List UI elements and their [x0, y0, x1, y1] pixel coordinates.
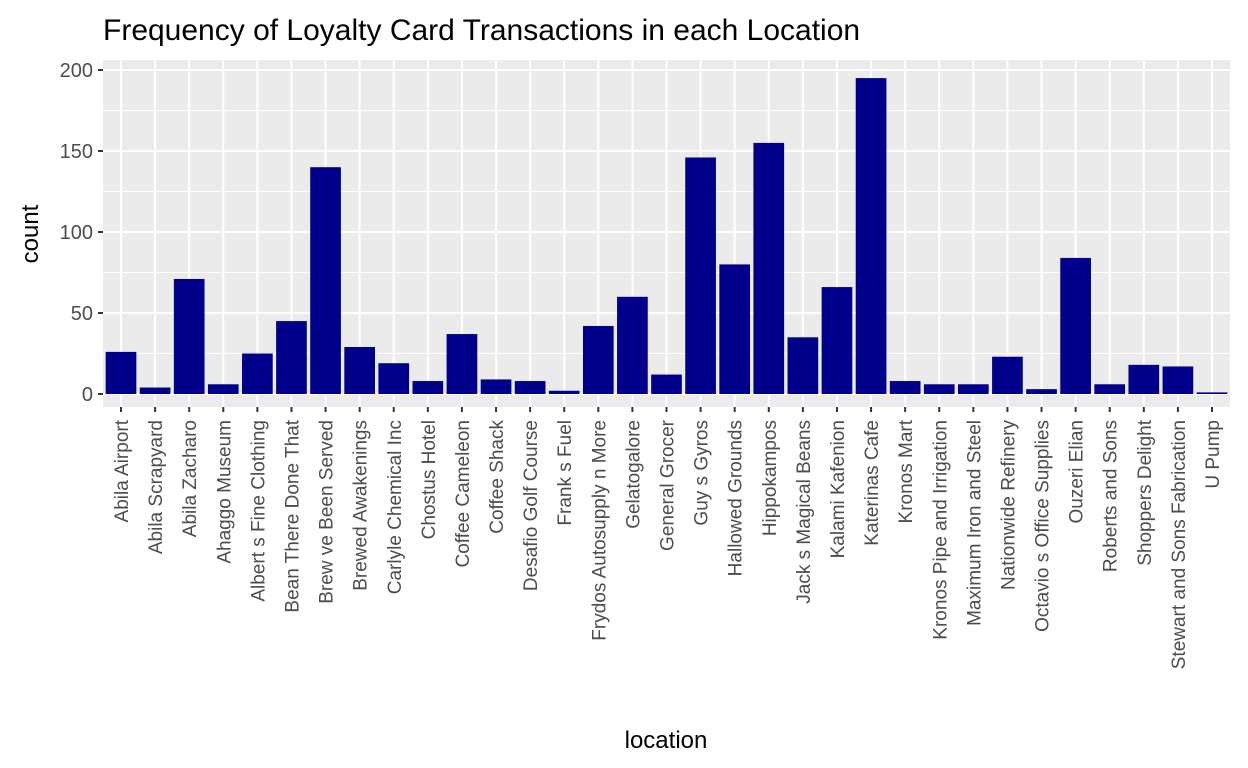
- bar: [480, 379, 512, 394]
- bars: [105, 78, 1228, 394]
- x-tick-label: Chostus Hotel: [419, 420, 440, 539]
- x-tick-label: Desafio Golf Course: [521, 420, 542, 591]
- bar: [617, 296, 648, 394]
- x-tick-label: Brew ve Been Served: [317, 420, 338, 604]
- x-tick-label: U Pump: [1203, 420, 1224, 489]
- chart-title: Frequency of Loyalty Card Transactions i…: [103, 14, 860, 47]
- x-tick-label: Kronos Pipe and Irrigation: [930, 420, 951, 640]
- bar: [1196, 392, 1228, 394]
- x-tick-label: Brewed Awakenings: [351, 420, 372, 591]
- bar: [139, 387, 171, 394]
- x-tick-label: Albert s Fine Clothing: [248, 420, 269, 602]
- bar: [412, 381, 444, 394]
- bar: [446, 334, 478, 394]
- bar: [1162, 366, 1194, 394]
- x-tick-label: Frydos Autosupply n More: [589, 420, 610, 641]
- x-tick-label: Bean There Done That: [282, 419, 303, 612]
- bar: [1026, 389, 1057, 394]
- bar: [1128, 364, 1160, 394]
- bar: [787, 337, 819, 394]
- x-tick-label: Abila Scrapyard: [146, 420, 167, 554]
- y-tick-label: 50: [71, 303, 93, 325]
- x-tick-label: Shoppers Delight: [1135, 419, 1156, 565]
- x-tick-label: Hippokampos: [760, 420, 781, 536]
- x-tick-label: Ahaggo Museum: [214, 420, 235, 564]
- x-tick-label: Ouzeri Elian: [1067, 420, 1088, 524]
- y-tick-label: 0: [82, 384, 93, 406]
- bar: [207, 384, 239, 394]
- x-tick-label: Carlyle Chemical Inc: [385, 420, 406, 594]
- x-tick-label: General Grocer: [658, 419, 679, 551]
- x-tick-label: Maximum Iron and Steel: [964, 420, 985, 626]
- x-tick-label: Gelatogalore: [623, 420, 644, 529]
- bar: [378, 363, 410, 394]
- bar: [889, 381, 921, 394]
- x-tick-label: Hallowed Grounds: [726, 420, 747, 576]
- x-tick-label: Roberts and Sons: [1101, 420, 1122, 572]
- x-tick-label: Coffee Shack: [487, 420, 508, 534]
- y-tick-label: 200: [60, 60, 93, 82]
- y-axis: 0 50 100 150 200: [60, 60, 103, 406]
- x-tick-label: Coffee Cameleon: [453, 420, 474, 568]
- x-tick-label: Abila Zacharo: [180, 420, 201, 537]
- x-axis-title: location: [625, 727, 708, 754]
- bar: [753, 142, 785, 394]
- bar: [821, 287, 853, 394]
- y-tick-label: 150: [60, 141, 93, 163]
- x-axis: Abila Airport Abila Scrapyard Abila Zachar…: [112, 407, 1224, 669]
- x-tick-label: Guy s Gyros: [692, 420, 713, 526]
- x-tick-label: Frank s Fuel: [555, 420, 576, 526]
- bar: [276, 321, 307, 394]
- bar: [344, 347, 375, 394]
- bar: [548, 390, 580, 394]
- bar: [651, 374, 682, 394]
- bar: [685, 157, 716, 394]
- bar: [958, 384, 989, 394]
- bar: [514, 381, 546, 394]
- x-tick-label: Octavio s Office Supplies: [1033, 420, 1054, 632]
- x-tick-label: Nationwide Refinery: [998, 420, 1019, 591]
- bar: [855, 78, 887, 394]
- x-tick-label: Katerinas Cafe: [862, 420, 883, 546]
- bar: [992, 356, 1023, 394]
- x-tick-label: Abila Airport: [112, 419, 133, 522]
- bar: [719, 264, 751, 394]
- bar: [1060, 257, 1091, 394]
- x-tick-label: Kronos Mart: [896, 419, 917, 523]
- y-tick-label: 100: [60, 222, 93, 244]
- bar: [310, 167, 341, 394]
- bar: [582, 325, 614, 394]
- x-tick-label: Kalami Kafenion: [828, 420, 849, 558]
- bar: [173, 278, 205, 394]
- bar: [105, 351, 137, 394]
- bar: [923, 384, 955, 394]
- x-tick-label: Stewart and Sons Fabrication: [1169, 420, 1190, 669]
- bar: [242, 353, 273, 394]
- y-axis-title: count: [17, 204, 44, 263]
- bar: [1094, 384, 1126, 394]
- x-tick-label: Jack s Magical Beans: [794, 420, 815, 604]
